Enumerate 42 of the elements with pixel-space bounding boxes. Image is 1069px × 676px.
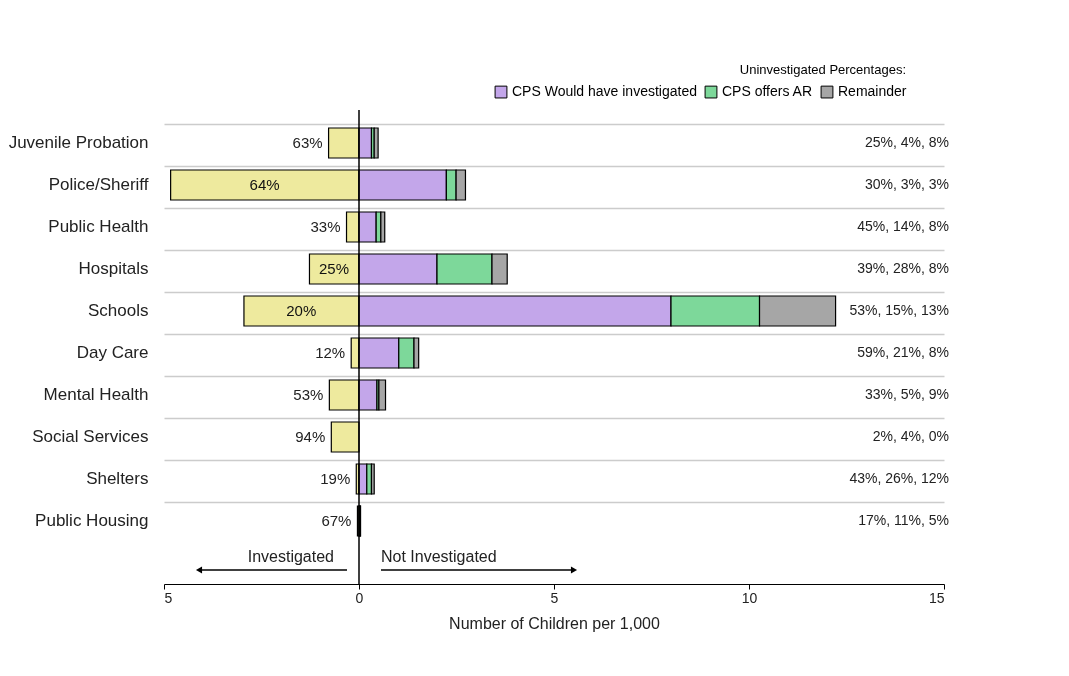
x-axis-title: Number of Children per 1,000 bbox=[449, 614, 660, 632]
annotation: 43%, 26%, 12% bbox=[849, 470, 949, 486]
legend-title: Uninvestigated Percentages: bbox=[739, 62, 906, 77]
annotation: 25% bbox=[319, 260, 350, 277]
annotation: 17%, 11%, 5% bbox=[858, 512, 949, 528]
annotation: Not Investigated bbox=[381, 548, 497, 565]
annotation: Investigated bbox=[247, 548, 334, 565]
x-tick-label: 5 bbox=[550, 589, 559, 606]
x-tick-label: 0 bbox=[355, 589, 364, 606]
annotation: 33%, 5%, 9% bbox=[864, 386, 949, 402]
y-tick-label: Police/Sheriff bbox=[48, 175, 149, 194]
annotation: 19% bbox=[320, 470, 351, 487]
legend-label: CPS Would have investigated bbox=[512, 83, 697, 100]
legend-label: CPS offers AR bbox=[722, 83, 813, 100]
annotation: 63% bbox=[292, 134, 323, 151]
annotation: 53% bbox=[293, 386, 324, 403]
y-tick-label: Schools bbox=[88, 301, 149, 320]
annotation: 53%, 15%, 13% bbox=[849, 302, 949, 318]
y-tick-label: Hospitals bbox=[78, 259, 149, 278]
annotation: 2%, 4%, 0% bbox=[872, 428, 949, 444]
y-tick-label: Public Housing bbox=[35, 511, 149, 530]
annotation: 94% bbox=[295, 428, 326, 445]
annotation: 33% bbox=[310, 218, 341, 235]
annotation: 45%, 14%, 8% bbox=[857, 218, 949, 234]
annotation: 20% bbox=[286, 302, 317, 319]
y-tick-label: Public Health bbox=[48, 217, 149, 236]
annotation: 30%, 3%, 3% bbox=[864, 176, 949, 192]
annotation: 67% bbox=[321, 512, 352, 529]
annotation: 59%, 21%, 8% bbox=[857, 344, 949, 360]
x-tick-label: 5 bbox=[164, 589, 173, 606]
y-tick-label: Juvenile Probation bbox=[8, 133, 149, 152]
annotation: 25%, 4%, 8% bbox=[864, 134, 949, 150]
legend-label: Remainder bbox=[838, 83, 907, 100]
annotation: 12% bbox=[315, 344, 346, 361]
y-tick-label: Social Services bbox=[32, 427, 149, 446]
x-tick-label: 10 bbox=[741, 589, 758, 606]
annotation: 39%, 28%, 8% bbox=[857, 260, 949, 276]
y-tick-label: Day Care bbox=[76, 343, 149, 362]
x-tick-label: 15 bbox=[928, 589, 945, 606]
annotation: 64% bbox=[249, 176, 280, 193]
y-tick-label: Mental Health bbox=[43, 385, 149, 404]
y-tick-label: Shelters bbox=[86, 469, 149, 488]
